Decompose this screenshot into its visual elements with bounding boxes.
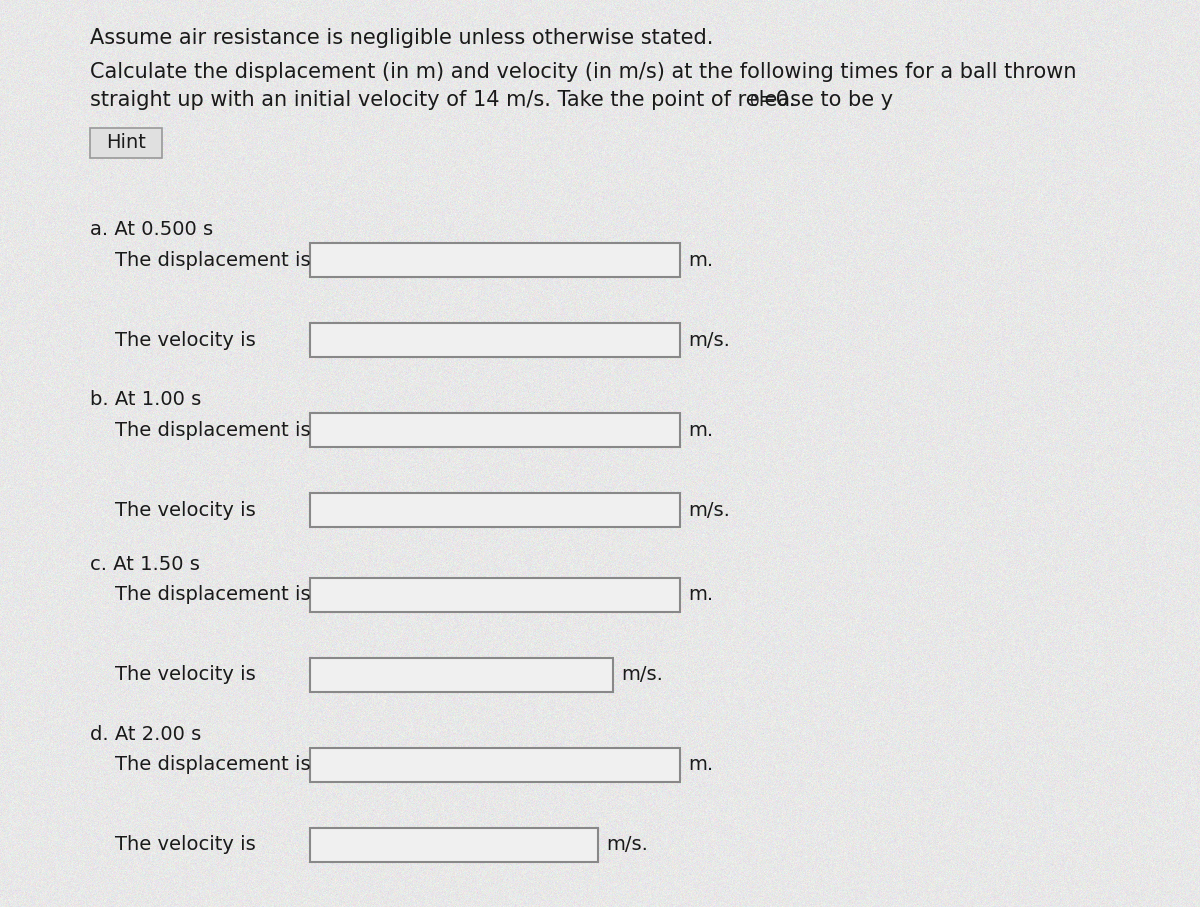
Text: m.: m. [688, 250, 713, 269]
Text: c. At 1.50 s: c. At 1.50 s [90, 555, 200, 574]
Text: The velocity is: The velocity is [115, 501, 256, 520]
Bar [310, 493, 680, 527]
Bar [310, 828, 598, 862]
Bar [90, 128, 162, 158]
Text: The velocity is: The velocity is [115, 666, 256, 685]
Text: m.: m. [688, 586, 713, 604]
Bar [310, 658, 613, 692]
Text: m/s.: m/s. [688, 330, 730, 349]
Text: Hint: Hint [106, 133, 146, 152]
Text: The displacement is: The displacement is [115, 250, 311, 269]
Text: =0.: =0. [760, 90, 797, 110]
Text: The displacement is: The displacement is [115, 756, 311, 775]
Text: The velocity is: The velocity is [115, 330, 256, 349]
Text: m.: m. [688, 421, 713, 440]
Text: The displacement is: The displacement is [115, 421, 311, 440]
Bar [310, 413, 680, 447]
Bar [310, 243, 680, 277]
Text: The velocity is: The velocity is [115, 835, 256, 854]
Text: m/s.: m/s. [606, 835, 648, 854]
Text: b. At 1.00 s: b. At 1.00 s [90, 390, 202, 409]
Text: m/s.: m/s. [688, 501, 730, 520]
Text: Calculate the displacement (in m) and velocity (in m/s) at the following times f: Calculate the displacement (in m) and ve… [90, 62, 1076, 82]
Text: Assume air resistance is negligible unless otherwise stated.: Assume air resistance is negligible unle… [90, 28, 713, 48]
Text: a. At 0.500 s: a. At 0.500 s [90, 220, 214, 239]
Text: m/s.: m/s. [622, 666, 662, 685]
Bar [310, 578, 680, 612]
Bar [310, 323, 680, 357]
Text: 0: 0 [750, 94, 760, 109]
Text: The displacement is: The displacement is [115, 586, 311, 604]
Text: straight up with an initial velocity of 14 m/s. Take the point of release to be : straight up with an initial velocity of … [90, 90, 893, 110]
Text: d. At 2.00 s: d. At 2.00 s [90, 725, 202, 744]
Text: m.: m. [688, 756, 713, 775]
Bar [310, 748, 680, 782]
